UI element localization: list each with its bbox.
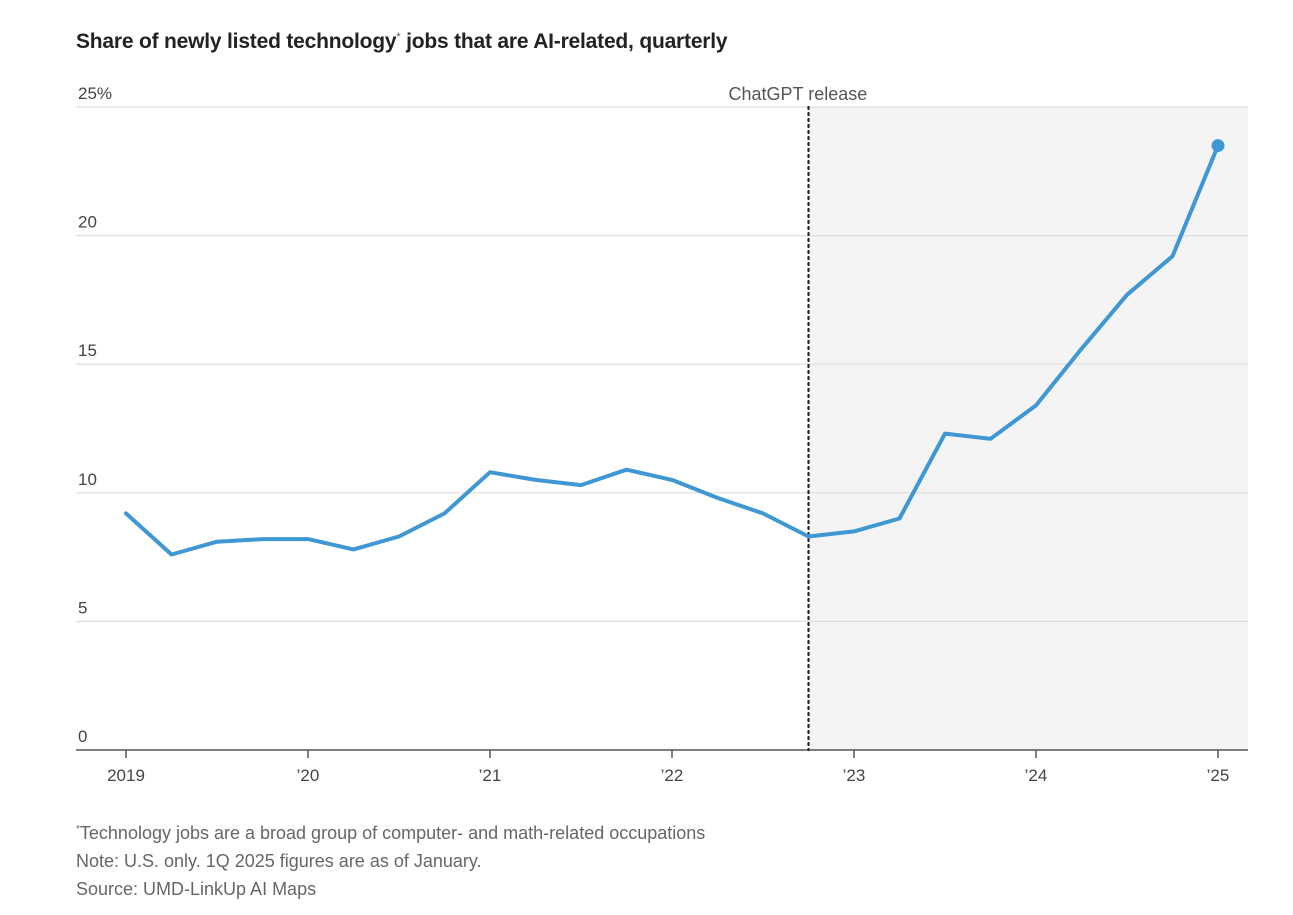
footnote-source: Source: UMD-LinkUp AI Maps [76, 879, 317, 899]
x-tick-label-2025: ’25 [1207, 766, 1230, 785]
y-tick-label-0: 0 [78, 727, 87, 746]
y-tick-label-5: 5 [78, 598, 87, 617]
footnote-note: Note: U.S. only. 1Q 2025 figures are as … [76, 851, 482, 871]
gridlines [76, 106, 1248, 623]
y-tick-label-20: 20 [78, 213, 97, 232]
y-tick-label-10: 10 [78, 470, 97, 489]
y-tick-label-25: 25% [78, 84, 112, 103]
y-tick-label-15: 15 [78, 341, 97, 360]
series-end-point [1211, 139, 1225, 153]
tick-labels: 0 5 10 15 20 25% 2019 ’20 ’21 ’22 ’23 ’24 ’25 [78, 84, 1229, 785]
x-tick-label-2023: ’23 [843, 766, 866, 785]
post-chatgpt-shaded-region [808, 107, 1248, 750]
chart-title: Share of newly listed technology* jobs t… [76, 30, 728, 54]
annotation-layer: ChatGPT release [729, 84, 868, 752]
series-line-0 [124, 143, 1220, 557]
chatgpt-release-label: ChatGPT release [729, 84, 868, 104]
x-tick-label-2022: ’22 [661, 766, 684, 785]
series-layer [124, 139, 1225, 557]
footnote-asterisk: * [76, 824, 80, 835]
line-chart: ChatGPT release 0 5 10 15 20 25% 2019 ’20 ’21 ’22… [76, 84, 1248, 785]
post-release-shade-layer [808, 107, 1248, 750]
footnote-definition-text: Technology jobs are a broad group of com… [79, 823, 706, 843]
x-tick-label-2024: ’24 [1025, 766, 1048, 785]
chart-title-asterisk: * [396, 31, 401, 43]
chart-title-text: Share of newly listed technology [76, 30, 397, 53]
x-tick-label-2019: 2019 [107, 766, 145, 785]
x-tick-label-2021: ’21 [479, 766, 502, 785]
chart-title-text-rest: jobs that are AI-related, quarterly [400, 30, 728, 53]
footnote-definition: *Technology jobs are a broad group of co… [76, 816, 705, 847]
x-axis [76, 749, 1248, 758]
x-tick-label-2020: ’20 [297, 766, 320, 785]
footnotes: *Technology jobs are a broad group of co… [76, 816, 705, 903]
